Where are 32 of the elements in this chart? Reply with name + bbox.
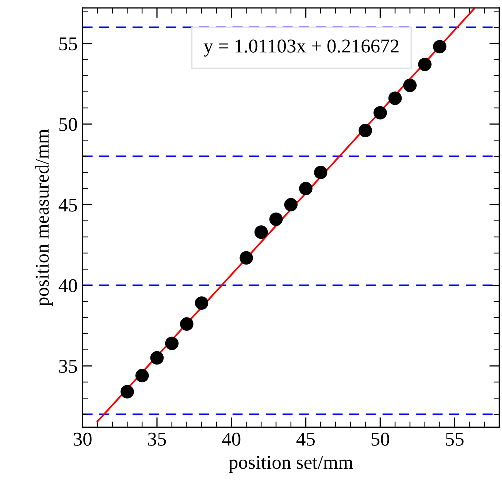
point [180,318,194,331]
x-tick-label: 50 [372,432,390,446]
point [120,385,134,399]
point [314,166,328,180]
x-tick-label: 30 [74,432,92,446]
x-tick-label: 45 [296,433,316,446]
x-tick-label: 35 [148,432,166,446]
point [195,296,209,310]
point [284,198,298,212]
point [388,92,402,106]
point [150,351,164,365]
point [433,40,447,54]
point [403,78,417,92]
y-tick-label: 50 [60,118,78,132]
point [136,369,150,383]
x-tick-label: 55 [446,433,464,446]
y-tick-label: 40 [58,279,78,292]
point [165,336,179,350]
point [270,212,283,226]
x-tick-label: 40 [222,432,241,446]
point [358,124,372,138]
annotation: y = 1.01103x + 0.216672 [204,40,399,57]
y-axis-title: position measured/mm [35,129,53,306]
point [240,251,254,265]
y-tick-label: 45 [58,198,78,212]
y-tick-label: 35 [59,360,78,374]
point [418,58,432,72]
point [374,106,388,120]
x-axis-title: position set/mm [229,456,354,474]
y-tick-label: 55 [60,38,78,51]
point [254,226,268,240]
point [299,182,313,196]
